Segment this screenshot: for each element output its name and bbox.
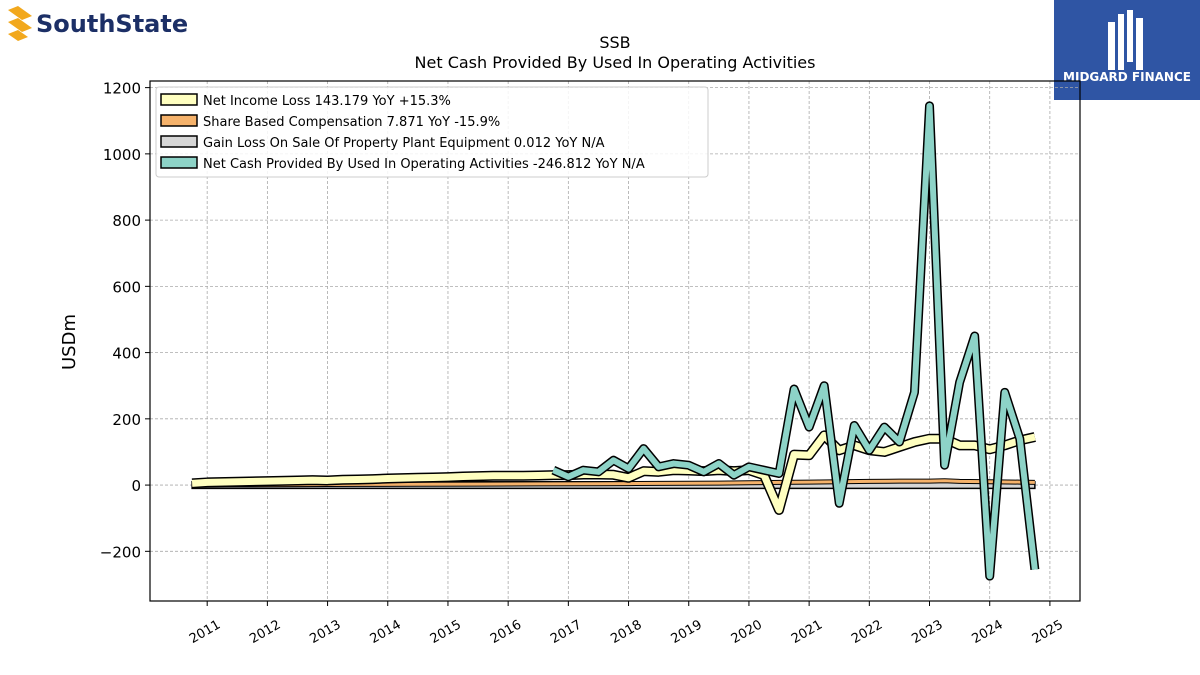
y-tick-label: 800 <box>112 212 141 230</box>
y-tick-label: 600 <box>112 278 141 296</box>
legend-swatch <box>160 135 198 148</box>
southstate-logo-text: SouthState <box>36 10 188 38</box>
x-tick-label: 2022 <box>849 617 885 647</box>
plot-frame <box>149 80 1081 602</box>
southstate-mark-icon <box>8 6 32 41</box>
legend-swatch <box>160 93 198 106</box>
x-tick-label: 2018 <box>608 617 644 647</box>
midgard-mark-icon <box>1108 10 1143 70</box>
y-tick-label: −200 <box>100 543 141 561</box>
y-axis-label: USDm <box>59 314 80 370</box>
y-tick-label: 1200 <box>103 80 141 98</box>
midgard-finance-logo: MIDGARD FINANCE <box>1054 0 1200 100</box>
legend: Net Income Loss 143.179 YoY +15.3% Share … <box>155 86 709 178</box>
series-layer <box>191 101 1040 581</box>
legend-entry: Net Cash Provided By Used In Operating A… <box>203 157 645 172</box>
net-cash-series-line <box>552 102 1038 580</box>
x-tick-label: 2023 <box>909 617 945 647</box>
x-tick-label: 2016 <box>488 617 524 647</box>
x-tick-label: 2011 <box>187 617 223 647</box>
chart-title: SSB <box>599 33 630 52</box>
x-tick-label: 2013 <box>307 617 343 647</box>
x-tick-label: 2025 <box>1030 617 1066 647</box>
legend-entry: Net Income Loss 143.179 YoY +15.3% <box>203 94 451 109</box>
x-tick-label: 2021 <box>789 617 825 647</box>
midgard-logo-text: MIDGARD FINANCE <box>1063 70 1191 84</box>
x-tick-label: 2012 <box>247 617 283 647</box>
chart-subtitle: Net Cash Provided By Used In Operating A… <box>415 53 816 72</box>
y-tick-label: 0 <box>131 477 141 495</box>
x-tick-label: 2019 <box>669 617 705 647</box>
x-tick-label: 2017 <box>548 617 584 647</box>
legend-box <box>155 86 709 178</box>
legend-entry: Gain Loss On Sale Of Property Plant Equi… <box>203 136 605 151</box>
legend-entry: Share Based Compensation 7.871 YoY -15.9… <box>203 115 500 130</box>
x-tick-label: 2014 <box>368 617 404 647</box>
southstate-logo: SouthState <box>4 4 204 44</box>
x-tick-label: 2015 <box>428 617 464 647</box>
x-tick-label: 2024 <box>970 617 1006 647</box>
x-tick-label: 2020 <box>729 617 765 647</box>
y-tick-label: 400 <box>112 345 141 363</box>
legend-swatch <box>160 156 198 169</box>
y-tick-label: 200 <box>112 411 141 429</box>
share-based-series-line <box>192 479 1035 487</box>
net-income-series-line <box>191 431 1036 514</box>
legend-swatch <box>160 114 198 127</box>
y-tick-label: 1000 <box>103 146 141 164</box>
